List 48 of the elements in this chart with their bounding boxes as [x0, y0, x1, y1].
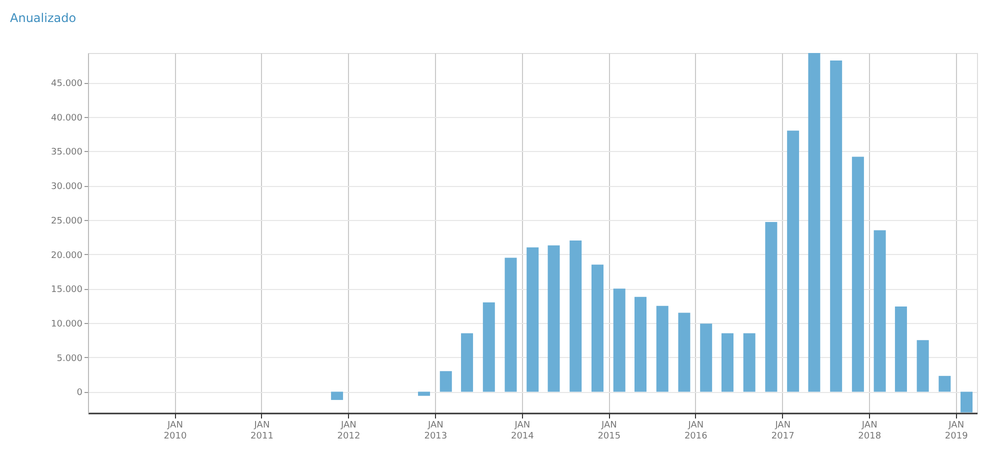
- y-tick-label: 25.000: [51, 216, 83, 226]
- bar: [721, 333, 734, 392]
- chart-title: Anualizado: [10, 11, 76, 25]
- bar: [613, 288, 626, 392]
- bar: [418, 392, 430, 396]
- y-tick-label: 5.000: [56, 354, 83, 364]
- bar: [482, 302, 495, 392]
- bar: [894, 306, 907, 392]
- y-tick-label: 30.000: [51, 182, 83, 192]
- bar: [765, 222, 778, 392]
- x-tick-label: JAN 2017: [771, 420, 794, 442]
- bar: [591, 264, 604, 392]
- bar: [440, 371, 452, 392]
- bar: [852, 156, 864, 392]
- y-tick-label: 0: [76, 388, 83, 398]
- bar: [461, 333, 474, 392]
- y-tick-label: 15.000: [51, 285, 83, 296]
- bar: [700, 324, 712, 392]
- bar: [916, 340, 929, 392]
- x-tick-label: JAN 2010: [164, 420, 187, 442]
- bar: [634, 296, 647, 392]
- x-tick-label: JAN 2019: [944, 420, 968, 442]
- x-tick-label: JAN 2011: [250, 420, 274, 442]
- x-tick-label: JAN 2012: [337, 420, 360, 442]
- x-tick-label: JAN 2014: [510, 420, 534, 442]
- y-tick-label: 45.000: [51, 79, 83, 90]
- x-tick-label: JAN 2015: [598, 420, 621, 442]
- bar: [331, 392, 344, 400]
- x-tick-label: JAN 2016: [684, 420, 708, 442]
- bar: [526, 247, 539, 392]
- bar: [656, 306, 668, 392]
- bar: [504, 258, 517, 392]
- y-tick-label: 40.000: [51, 113, 83, 124]
- bar: [938, 376, 951, 392]
- y-tick-label: 10.000: [51, 320, 83, 330]
- bar: [548, 245, 560, 392]
- bar: [808, 53, 820, 392]
- bar: [743, 333, 756, 392]
- bar: [787, 130, 800, 392]
- bar: [874, 230, 886, 392]
- x-tick-label: JAN 2013: [424, 420, 448, 442]
- bar: [960, 392, 973, 412]
- bar: [570, 240, 582, 392]
- y-tick-label: 35.000: [51, 148, 83, 158]
- bar: [830, 60, 842, 392]
- x-tick-label: JAN 2018: [858, 420, 882, 442]
- y-tick-label: 20.000: [51, 250, 83, 261]
- bar: [678, 312, 690, 392]
